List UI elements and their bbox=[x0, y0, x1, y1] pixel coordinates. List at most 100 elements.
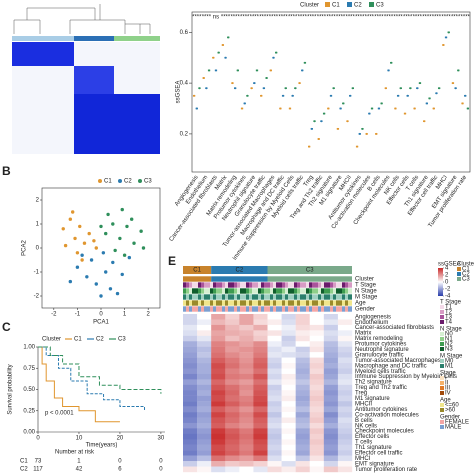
track-cell bbox=[243, 288, 246, 294]
legend-swatch bbox=[440, 364, 444, 368]
heat-cell bbox=[197, 341, 212, 347]
row-label: Cancer-associated fibroblasts bbox=[355, 325, 434, 331]
significance: **** bbox=[365, 15, 375, 21]
heat-cell bbox=[197, 390, 212, 396]
track-cell bbox=[258, 294, 261, 300]
track-cell bbox=[201, 282, 204, 288]
significance: **** bbox=[346, 15, 356, 21]
track-cell bbox=[303, 300, 306, 306]
track-cell bbox=[279, 282, 282, 288]
y-tick-label: -2 bbox=[34, 294, 40, 300]
heat-cell bbox=[197, 412, 212, 418]
point bbox=[104, 231, 108, 236]
track-cell bbox=[336, 294, 339, 300]
track-cell bbox=[288, 288, 291, 294]
track-cell bbox=[327, 306, 330, 312]
median-dot bbox=[404, 112, 407, 115]
heat-cell bbox=[295, 417, 310, 424]
legend-label: C3 bbox=[376, 3, 384, 9]
track-cell bbox=[339, 282, 342, 288]
heat-cell bbox=[239, 373, 254, 380]
significance: **** bbox=[259, 15, 269, 21]
median-dot bbox=[272, 56, 275, 59]
track-cell bbox=[198, 288, 201, 294]
track-cell bbox=[249, 282, 252, 288]
track-cell bbox=[351, 300, 352, 306]
track-cell bbox=[210, 300, 213, 306]
track-cell bbox=[351, 282, 352, 288]
heat-cell bbox=[211, 352, 226, 358]
heat-cell bbox=[239, 324, 254, 331]
track-cell bbox=[252, 288, 255, 294]
track-cell bbox=[246, 294, 249, 300]
track-cell bbox=[288, 294, 291, 300]
track-cell bbox=[273, 294, 276, 300]
track-cell bbox=[345, 300, 348, 306]
heat-cell bbox=[323, 324, 339, 331]
track-cell bbox=[288, 306, 291, 312]
heat-cell bbox=[211, 314, 226, 320]
median-dot bbox=[320, 120, 323, 123]
heat-cell bbox=[253, 466, 268, 473]
track-cell bbox=[267, 300, 270, 306]
risk-count: 117 bbox=[33, 467, 43, 473]
median-dot bbox=[260, 94, 263, 97]
heat-cell bbox=[225, 395, 240, 402]
heat-cell bbox=[197, 439, 212, 445]
heat-cell bbox=[281, 466, 296, 473]
median-dot bbox=[435, 92, 438, 95]
legend-label: C1 bbox=[104, 179, 112, 185]
heat-cell bbox=[309, 401, 325, 407]
legend-label: >60 bbox=[445, 408, 456, 414]
heat-cell bbox=[337, 412, 353, 418]
legend-swatch bbox=[440, 337, 444, 341]
x-axis-label: Time(years) bbox=[86, 443, 118, 449]
median-dot bbox=[423, 120, 426, 123]
heat-cell bbox=[225, 422, 240, 429]
heat-cell bbox=[253, 390, 268, 396]
track-cell bbox=[255, 306, 258, 312]
track-cell bbox=[192, 306, 195, 312]
heat-cell bbox=[295, 401, 310, 407]
track-cell bbox=[243, 294, 246, 300]
track-cell bbox=[276, 288, 279, 294]
median-dot bbox=[303, 61, 306, 64]
matrix-block bbox=[74, 66, 114, 94]
track-cell bbox=[228, 288, 231, 294]
row-label: Tumor-associated Macrophages bbox=[355, 358, 441, 364]
track-cell bbox=[231, 282, 234, 288]
heat-cell bbox=[281, 417, 296, 424]
heat-cell bbox=[225, 450, 240, 456]
heat-cell bbox=[197, 433, 212, 440]
heat-cell bbox=[295, 352, 310, 358]
track-cell bbox=[210, 288, 213, 294]
median-dot bbox=[464, 94, 467, 97]
x-tick-label: 30 bbox=[158, 436, 165, 442]
legend-swatch bbox=[440, 347, 444, 351]
heat-cell bbox=[211, 379, 226, 386]
row-label: Angiogenesis bbox=[355, 314, 391, 320]
track-cell bbox=[318, 306, 321, 312]
median-dot bbox=[313, 120, 316, 123]
heat-cell bbox=[197, 422, 212, 429]
track-cell bbox=[186, 282, 189, 288]
track-cell bbox=[348, 282, 351, 288]
median-dot bbox=[365, 132, 368, 135]
dendrogram bbox=[13, 4, 151, 34]
legend-label: T2 bbox=[445, 310, 453, 316]
group-label: C2 bbox=[235, 268, 243, 274]
track-cell bbox=[342, 288, 345, 294]
track-cell bbox=[348, 288, 351, 294]
group-bar bbox=[12, 36, 74, 41]
heat-cell bbox=[295, 461, 310, 467]
heat-cell bbox=[183, 412, 198, 418]
track-cell bbox=[351, 294, 352, 300]
heat-cell bbox=[309, 368, 325, 375]
track-cell bbox=[234, 294, 237, 300]
heat-cell bbox=[197, 373, 212, 380]
heat-cell bbox=[211, 406, 226, 413]
legend-swatch bbox=[440, 425, 444, 429]
median-dot bbox=[371, 107, 374, 110]
heat-cell bbox=[323, 450, 339, 456]
